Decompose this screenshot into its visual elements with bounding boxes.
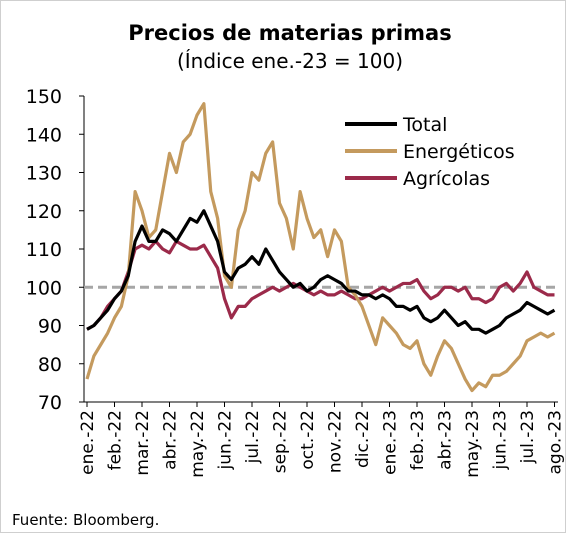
x-tick-label: oct.-22 xyxy=(298,410,318,470)
series-line xyxy=(86,209,556,335)
x-tick-label: jul.-23 xyxy=(518,410,538,464)
x-tick-label: may.-22 xyxy=(188,410,208,478)
x-tick-label: ene.-22 xyxy=(78,410,98,475)
series-line xyxy=(86,239,555,331)
x-tick-label: abr.-22 xyxy=(161,410,181,470)
y-tick-label: 140 xyxy=(26,124,62,146)
y-tick-label: 80 xyxy=(38,354,62,376)
x-tick-label: jul.-22 xyxy=(243,410,263,464)
series-line xyxy=(85,102,556,393)
x-tick-label: ago.-23 xyxy=(546,410,566,474)
legend-label: Total xyxy=(402,114,447,136)
x-tick-label: mar.-22 xyxy=(133,410,153,476)
chart-title: Precios de materias primas xyxy=(128,21,451,45)
x-tick-label: may.-23 xyxy=(463,410,483,478)
y-tick-label: 90 xyxy=(38,316,62,338)
source-note: Fuente: Bloomberg. xyxy=(12,511,159,529)
x-tick-label: feb.-23 xyxy=(408,410,428,470)
x-tick-label: ene.-23 xyxy=(381,410,401,475)
x-tick-label: sep.-22 xyxy=(271,410,291,473)
y-tick-label: 130 xyxy=(26,163,62,185)
x-tick-label: dic.-22 xyxy=(353,410,373,468)
legend-label: Energéticos xyxy=(403,141,515,163)
x-tick-label: nov.-22 xyxy=(326,410,346,473)
x-tick-label: jun.-23 xyxy=(491,410,511,470)
legend-label: Agrícolas xyxy=(403,168,490,190)
y-tick-label: 120 xyxy=(26,201,62,223)
y-tick-label: 150 xyxy=(26,86,62,108)
chart-subtitle: (Índice ene.-23 = 100) xyxy=(177,49,403,73)
y-tick-label: 100 xyxy=(26,277,62,299)
x-tick-label: abr.-23 xyxy=(436,410,456,470)
x-tick-label: jun.-22 xyxy=(216,410,236,470)
y-tick-label: 70 xyxy=(38,392,62,414)
y-tick-label: 110 xyxy=(26,239,62,261)
x-tick-label: feb.-22 xyxy=(106,410,126,470)
